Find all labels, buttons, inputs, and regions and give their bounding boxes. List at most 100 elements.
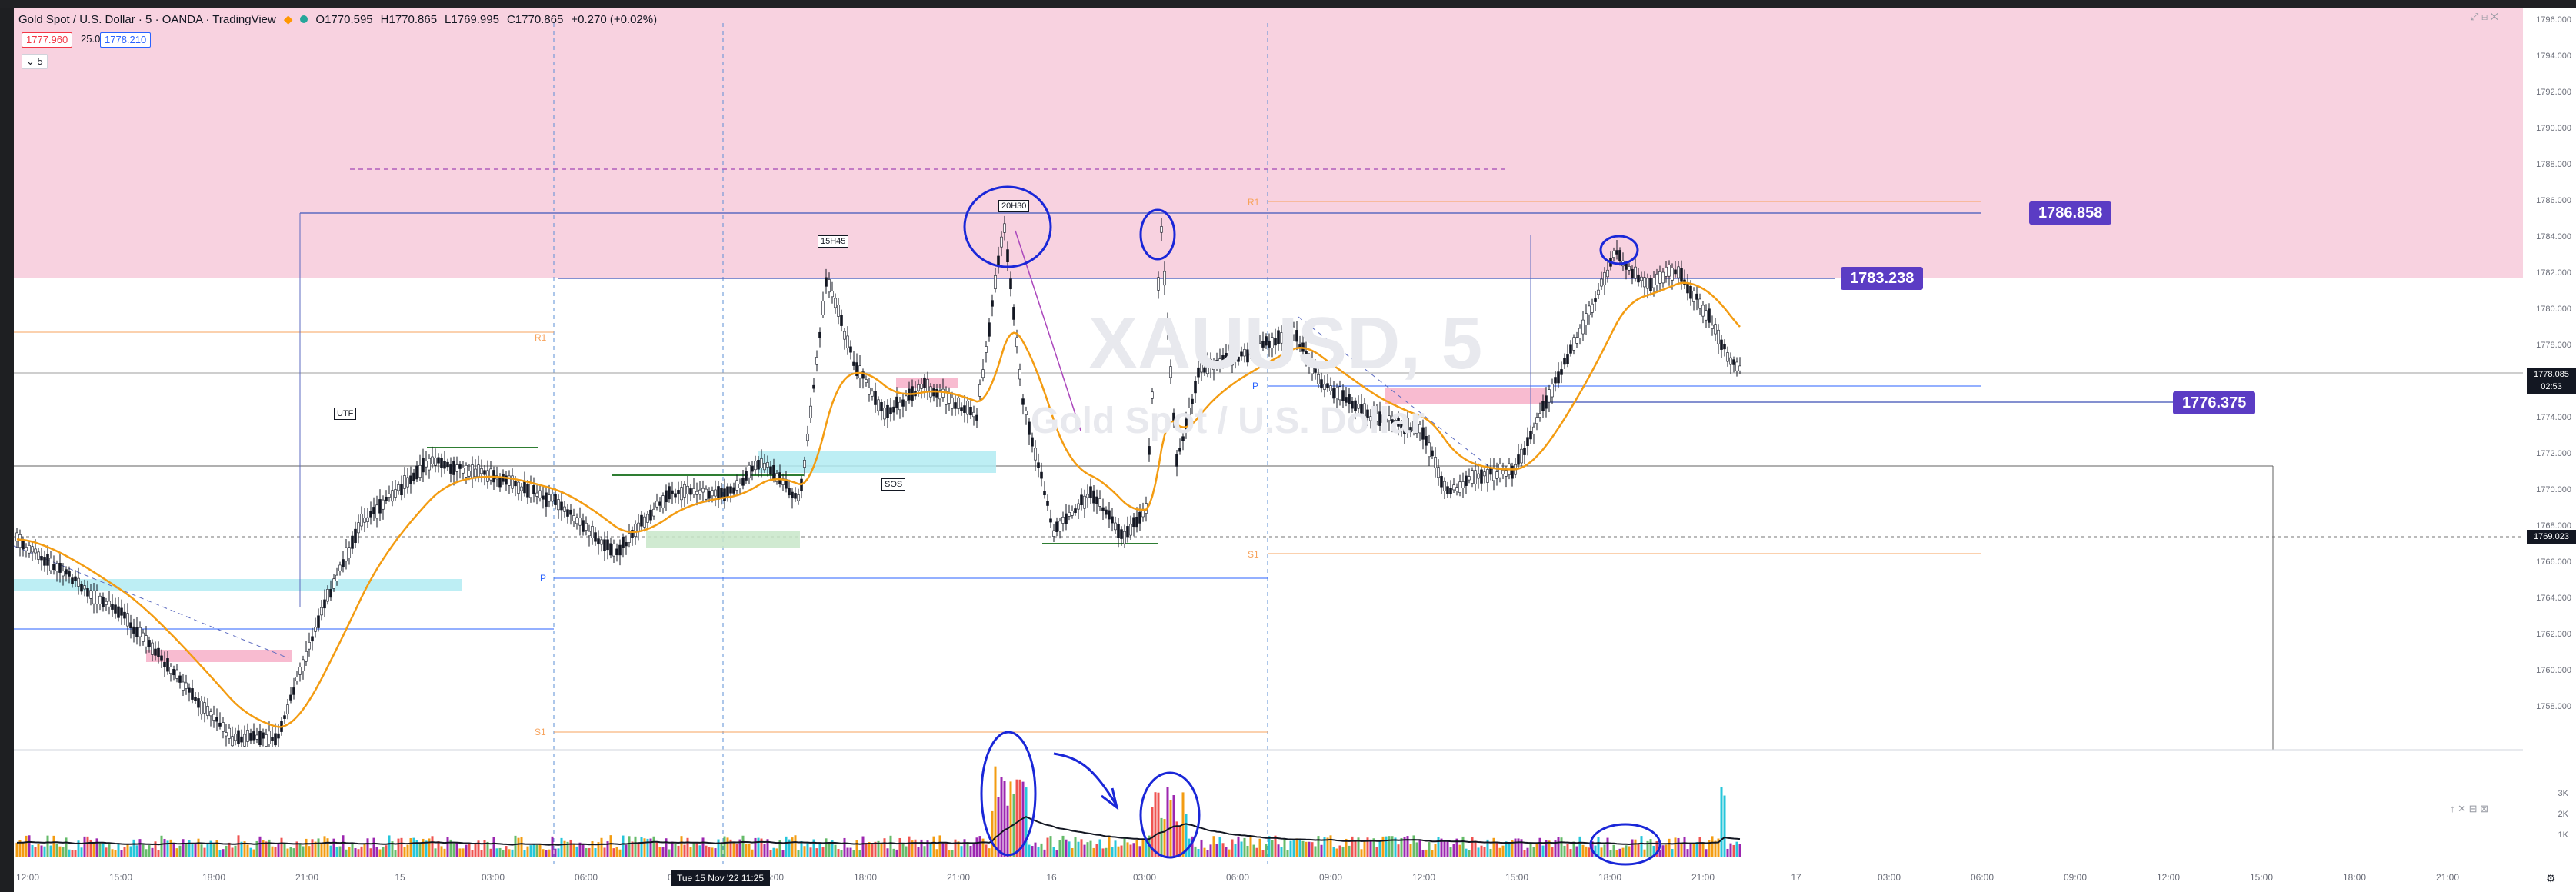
- candle: [1671, 268, 1674, 281]
- time-axis-tick: 15: [395, 872, 405, 883]
- price-axis-tick: 1782.000: [2536, 268, 2571, 278]
- volume-bar: [231, 847, 234, 857]
- candle: [265, 734, 268, 747]
- volume-bar: [1120, 845, 1123, 857]
- hand-drawn-circle[interactable]: [980, 731, 1037, 857]
- volume-bar: [382, 847, 385, 857]
- candle: [1369, 416, 1372, 421]
- candle: [332, 578, 335, 589]
- hand-drawn-circle[interactable]: [1139, 771, 1201, 859]
- volume-bar: [1406, 836, 1409, 857]
- volume-bar: [1225, 847, 1228, 857]
- bid-price[interactable]: 1777.960: [22, 32, 73, 48]
- price-axis[interactable]: 1796.000 1794.000 1792.000 1790.000 1788.000…: [2523, 0, 2576, 892]
- alert-icon[interactable]: ◆: [283, 13, 293, 26]
- price-axis-tick: 1790.000: [2536, 124, 2571, 133]
- volume-bar: [1437, 836, 1440, 857]
- volume-bar: [117, 844, 120, 857]
- candle: [474, 468, 477, 478]
- demand-zone[interactable]: [14, 579, 462, 591]
- supply-box[interactable]: [146, 650, 292, 662]
- hand-drawn-circle[interactable]: [1139, 208, 1176, 261]
- pivot-s1-label: S1: [1248, 549, 1259, 560]
- candle: [15, 532, 18, 542]
- volume-bar: [1311, 842, 1314, 857]
- candle: [1477, 473, 1480, 479]
- volume-bar: [1674, 837, 1677, 857]
- trendline[interactable]: [13, 545, 289, 659]
- volume-bar: [575, 846, 578, 857]
- candle: [508, 475, 511, 486]
- volume-bar: [597, 842, 600, 857]
- demand-zone[interactable]: [646, 531, 800, 548]
- level-label-upper[interactable]: 1786.858: [2029, 201, 2112, 225]
- volume-bar: [1425, 849, 1428, 857]
- candle: [855, 362, 858, 376]
- level-label-lower[interactable]: 1776.375: [2173, 391, 2256, 414]
- hand-drawn-circle[interactable]: [1599, 235, 1639, 265]
- settings-gear-icon[interactable]: ⚙: [2546, 872, 2556, 884]
- ask-price[interactable]: 1778.210: [100, 32, 152, 48]
- panel-close-icon[interactable]: ↑ ✕ ⊟ ⊠: [2450, 803, 2489, 814]
- indicator-toggle[interactable]: ⌄ 5: [22, 54, 48, 69]
- volume-bar: [1665, 844, 1668, 857]
- volume-bar: [957, 841, 960, 857]
- volume-bar: [582, 844, 585, 857]
- volume-bar: [1123, 838, 1126, 857]
- candle: [225, 732, 228, 737]
- candle: [1523, 448, 1526, 455]
- label-15h45[interactable]: 15H45: [818, 235, 849, 248]
- time-axis-tick: 03:00: [1132, 872, 1157, 883]
- label-utf[interactable]: UTF: [334, 408, 357, 420]
- hand-drawn-arrow[interactable]: [1053, 752, 1119, 810]
- series-legend[interactable]: Gold Spot / U.S. Dollar · 5 · OANDA · Tr…: [18, 11, 665, 28]
- candle: [1120, 529, 1123, 539]
- volume-bar: [338, 846, 342, 857]
- volume-bar: [1258, 838, 1261, 857]
- label-sos[interactable]: SOS: [881, 478, 906, 491]
- candle: [901, 399, 905, 407]
- candle: [1680, 268, 1683, 282]
- candle: [1418, 424, 1421, 434]
- volume-bar: [86, 836, 89, 857]
- candle: [262, 732, 265, 739]
- volume-bar: [265, 841, 268, 857]
- demand-zone[interactable]: [758, 451, 996, 473]
- candle: [1055, 521, 1058, 532]
- candle: [31, 546, 34, 553]
- candle: [135, 627, 138, 637]
- volume-bar: [477, 840, 480, 857]
- volume-bar: [366, 838, 369, 857]
- volume-bar: [1625, 845, 1628, 857]
- volume-bar: [938, 835, 941, 857]
- trendline[interactable]: [1298, 316, 1501, 476]
- hand-drawn-circle[interactable]: [1589, 823, 1661, 866]
- time-axis[interactable]: 12:00 15:00 18:00 21:00 15 03:00 06:00 09:00 15:…: [14, 864, 2523, 892]
- supply-zone[interactable]: [14, 8, 2523, 278]
- hand-drawn-circle[interactable]: [963, 185, 1052, 268]
- candle: [975, 414, 978, 421]
- panel-maximize-icon[interactable]: ⤢ ⊟ ✕: [2471, 11, 2498, 22]
- level-label-middle[interactable]: 1783.238: [1841, 267, 1924, 290]
- volume-bar: [1135, 840, 1138, 857]
- candle: [197, 698, 200, 708]
- label-20h30[interactable]: 20H30: [998, 200, 1030, 212]
- candle: [1406, 418, 1409, 431]
- volume-bar: [237, 835, 240, 857]
- candle: [948, 394, 951, 404]
- symbol-title[interactable]: Gold Spot / U.S. Dollar · 5 · OANDA · Tr…: [18, 12, 276, 26]
- volume-bar: [332, 838, 335, 857]
- candle: [1335, 388, 1338, 398]
- volume-bar: [1658, 850, 1661, 857]
- candle: [1471, 470, 1474, 484]
- candlestick-series[interactable]: [15, 215, 1741, 747]
- volume-bar: [1071, 847, 1074, 857]
- volume-bar: [1711, 836, 1714, 857]
- drawing-toolbar[interactable]: [0, 8, 14, 892]
- candle: [738, 484, 741, 488]
- candle: [1443, 481, 1446, 491]
- volume-bar: [1289, 840, 1292, 857]
- candle: [46, 554, 49, 566]
- supply-box[interactable]: [1385, 388, 1546, 404]
